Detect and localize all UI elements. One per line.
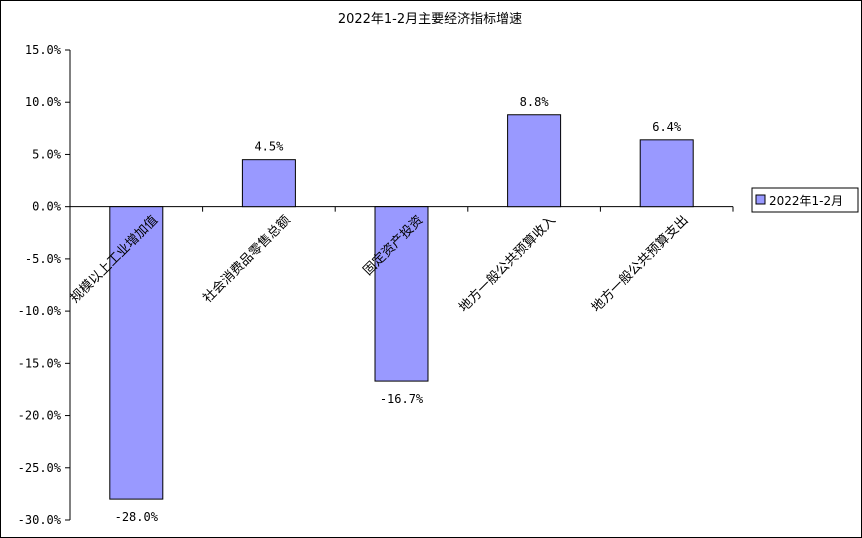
legend: 2022年1-2月 <box>751 187 859 213</box>
data-label: 6.4% <box>652 120 682 134</box>
bar <box>374 206 429 382</box>
y-tick-label: -15.0% <box>18 356 62 370</box>
y-tick-label: -5.0% <box>25 252 62 266</box>
bar <box>109 206 164 500</box>
legend-swatch <box>755 194 766 205</box>
y-tick-label: -30.0% <box>18 513 62 527</box>
y-tick-label: -10.0% <box>18 304 62 318</box>
bar <box>507 114 562 208</box>
data-label: 8.8% <box>520 95 550 109</box>
chart-title: 2022年1-2月主要经济指标增速 <box>338 12 522 27</box>
legend-entry: 2022年1-2月 <box>769 194 843 208</box>
data-label: 4.5% <box>254 140 284 154</box>
bar <box>639 139 694 208</box>
plot-area: 15.0% 10.0% 5.0% 0.0% -5.0% -10.0% -15.0% -20.0… <box>18 43 734 527</box>
y-tick-label: -20.0% <box>18 409 62 423</box>
y-tick-label: 15.0% <box>25 43 62 57</box>
legend-box <box>751 187 859 213</box>
data-label: -16.7% <box>380 392 424 406</box>
y-tick-label: 5.0% <box>32 147 62 161</box>
y-tick-label: 10.0% <box>25 95 62 109</box>
data-label: -28.0% <box>115 510 159 524</box>
category-label: 地方一般公共预算收入 <box>456 212 559 315</box>
category-label: 地方一般公共预算支出 <box>588 212 691 315</box>
y-tick-label: 0.0% <box>32 200 62 214</box>
bar <box>241 159 296 208</box>
y-tick-label: -25.0% <box>18 461 62 475</box>
category-label: 社会消费品零售总额 <box>200 212 294 306</box>
